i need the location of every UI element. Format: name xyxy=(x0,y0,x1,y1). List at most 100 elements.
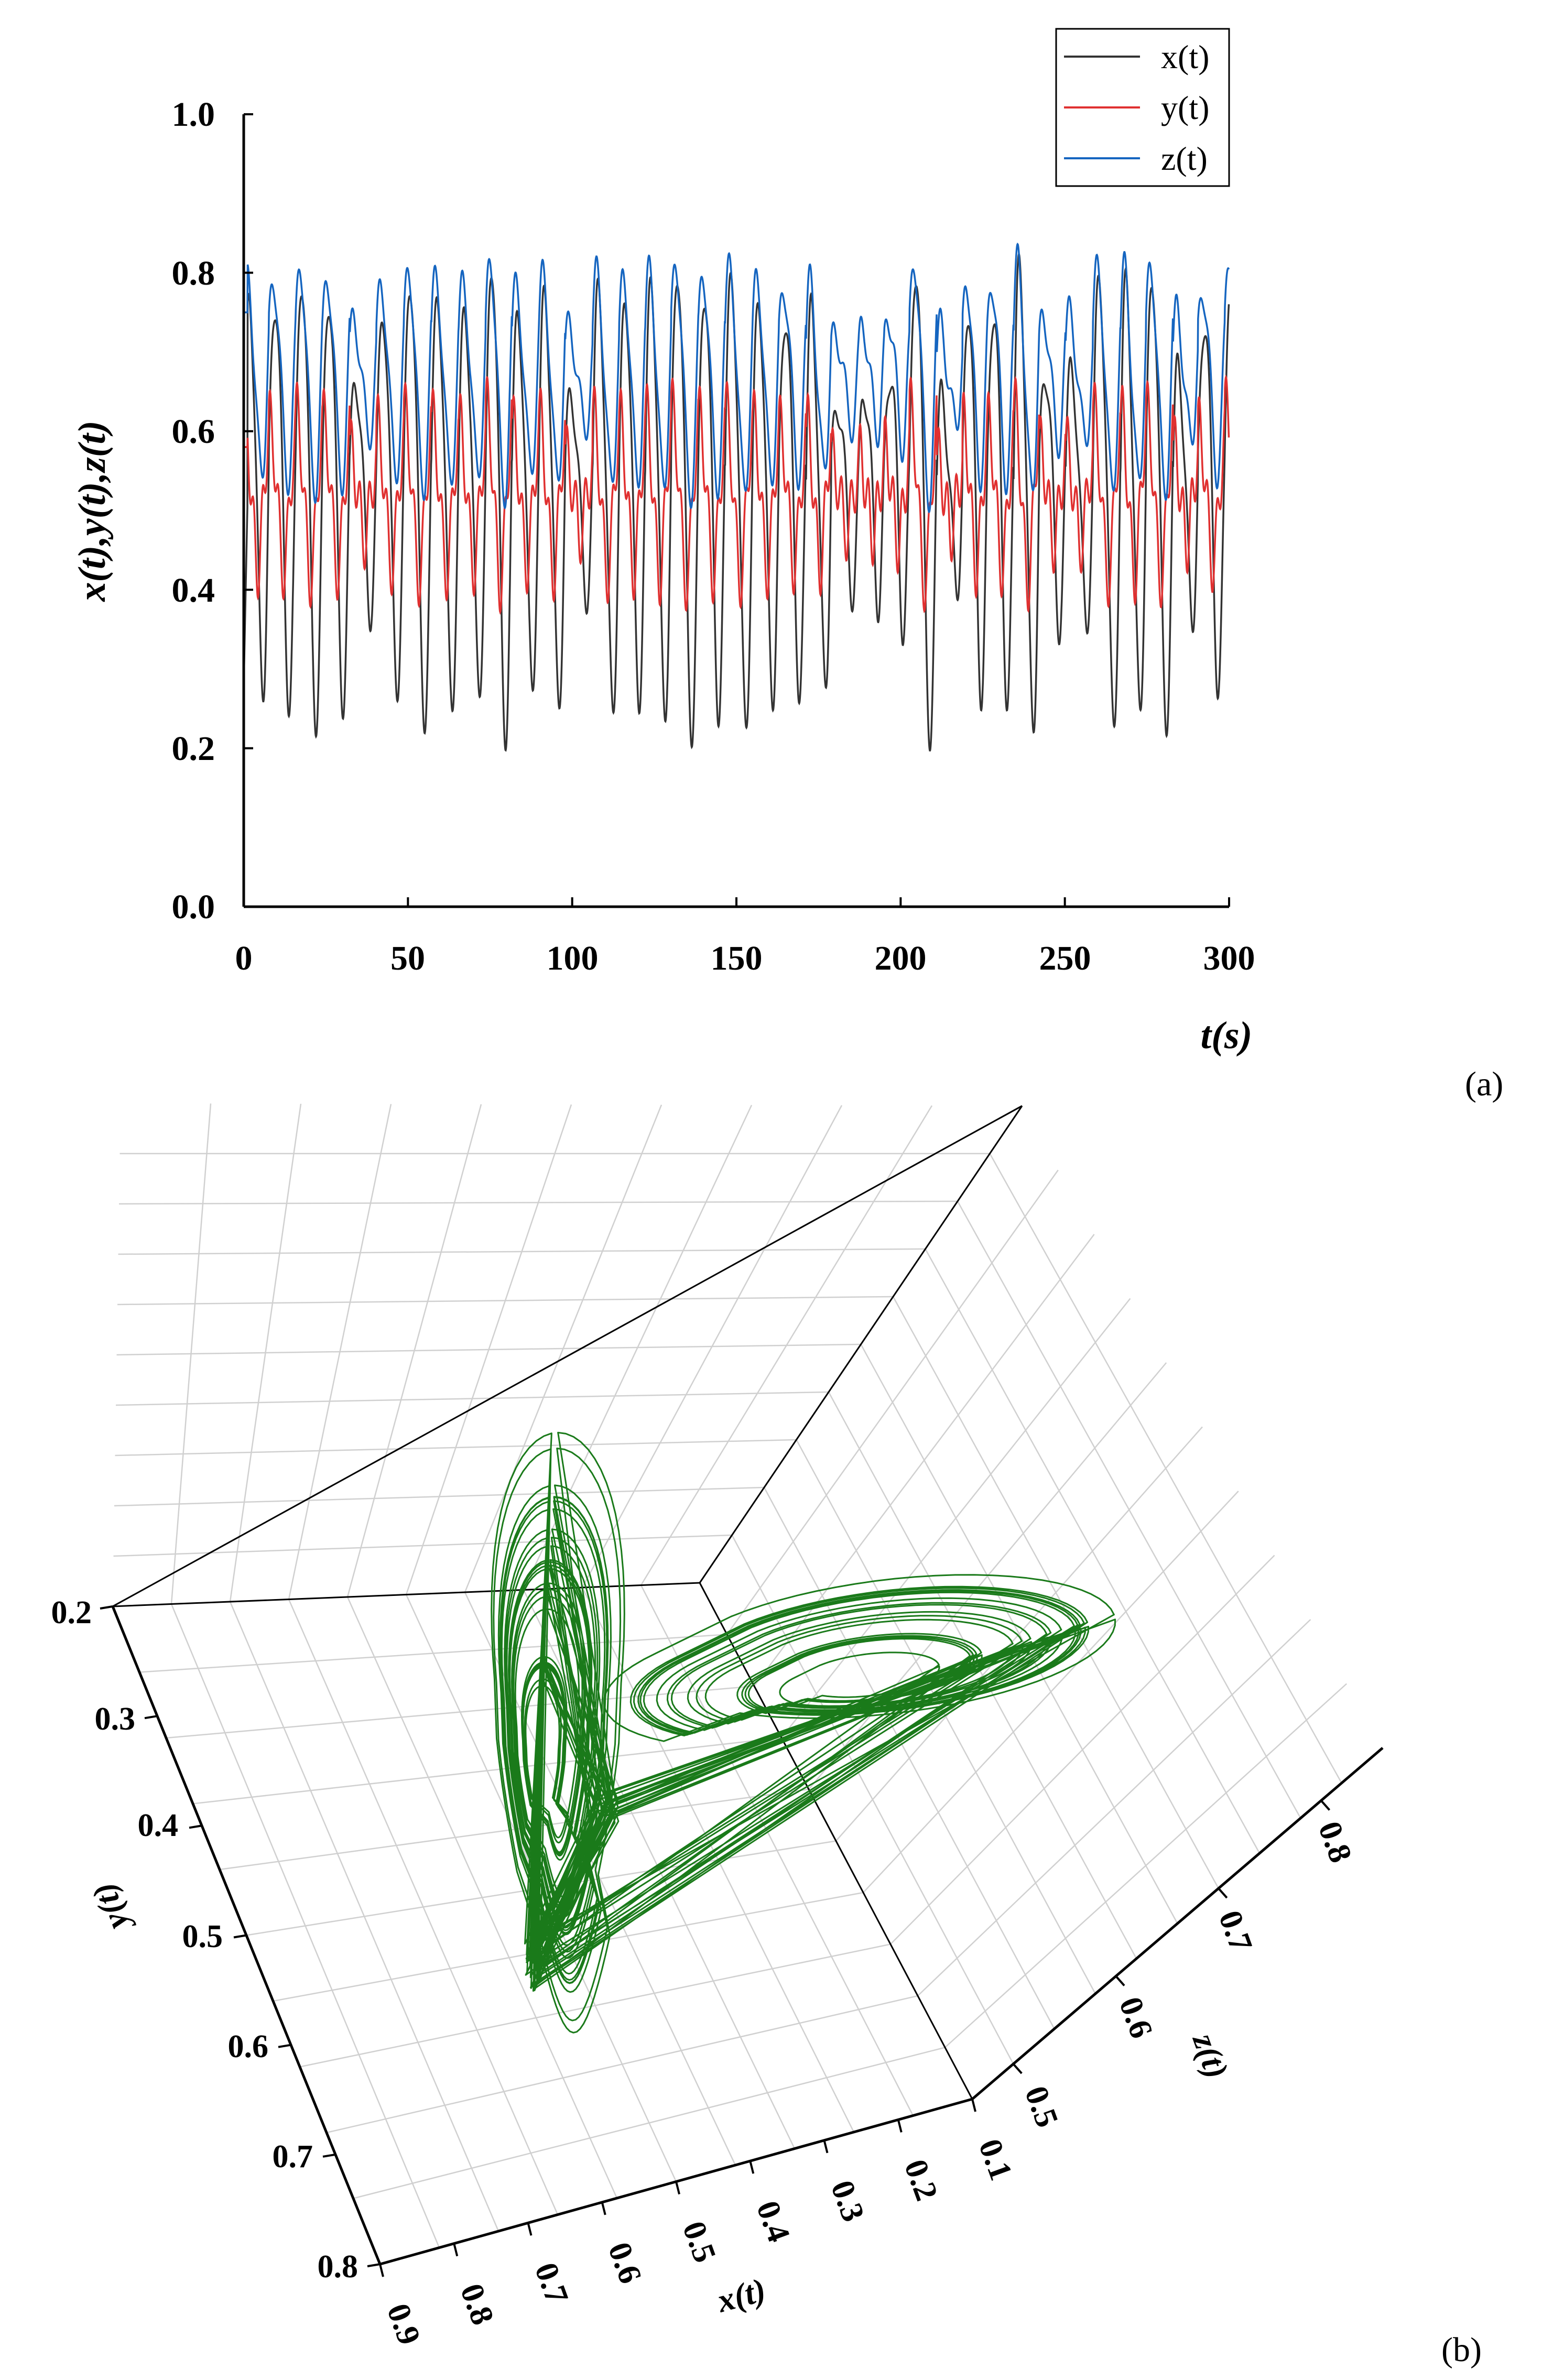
y-tick-label: 0.2 xyxy=(51,1595,92,1631)
y-tick-label: 0.2 xyxy=(172,730,215,768)
grid-line xyxy=(113,1534,732,1557)
legend-label-x: x(t) xyxy=(1161,38,1209,75)
tick-mark-3d xyxy=(1218,1887,1228,1899)
tick-mark-3d xyxy=(675,2181,680,2194)
x-tick-label: 100 xyxy=(547,939,599,977)
tick-mark-3d xyxy=(897,2119,903,2133)
grid-line xyxy=(863,1491,1239,1893)
x-tick-label: 0 xyxy=(235,939,253,977)
time-series-chart: 0.0 0.2 0.4 0.6 0.8 1.0 0 50 100 150 200… xyxy=(71,28,1255,1057)
tick-mark-3d xyxy=(144,1715,158,1720)
y-tick-label: 0.7 xyxy=(273,2139,313,2175)
grid-line xyxy=(944,1683,1348,2048)
z-axis-label-3d: z(t) xyxy=(1186,2028,1236,2083)
x-tick-label: 50 xyxy=(390,939,425,977)
tick-mark-3d xyxy=(233,1934,247,1939)
box-top-edge xyxy=(112,1105,1023,1607)
z-axis-3d xyxy=(971,1747,1384,2100)
tick-mark-3d xyxy=(278,2044,291,2048)
grid-line xyxy=(890,1555,1275,1945)
y-tick-label: 0.3 xyxy=(95,1701,136,1737)
z-tick-label: 0.5 xyxy=(1018,2082,1065,2132)
x-tick-label: 0.6 xyxy=(601,2238,648,2288)
x-tick-labels: 0 50 100 150 200 250 300 xyxy=(235,939,1255,977)
x-tick-label: 200 xyxy=(875,939,927,977)
y-axis-label-3d: y(t) xyxy=(84,1878,136,1938)
tick-mark-3d xyxy=(1012,2063,1023,2074)
series-line-z(t) xyxy=(244,242,1230,514)
x-tick-label: 0.8 xyxy=(453,2279,501,2330)
z-tick-label: 0.8 xyxy=(1311,1817,1359,1867)
y-tick-label: 0.6 xyxy=(228,2029,269,2064)
tick-mark-3d xyxy=(749,2160,755,2174)
y-tick-label: 0.4 xyxy=(172,571,215,610)
z-tick-label: 0.7 xyxy=(1212,1906,1259,1957)
x-tick-label: 0.1 xyxy=(972,2135,1019,2185)
grid-line xyxy=(273,1892,864,2002)
legend: x(t) y(t) z(t) xyxy=(1055,28,1230,187)
box-inner-edge xyxy=(699,1582,973,2100)
tick-mark-3d xyxy=(971,2099,976,2112)
legend-label-z: z(t) xyxy=(1161,140,1208,177)
box-vertical-edge xyxy=(699,1105,1023,1583)
grid-line xyxy=(115,1439,797,1457)
grid-line xyxy=(640,1105,933,1586)
axis-tick-marks-3d xyxy=(100,1605,1331,2277)
grid-line xyxy=(581,1105,843,1588)
tick-mark-3d xyxy=(100,1605,113,1610)
z-tick-label: 0.6 xyxy=(1112,1993,1159,2043)
x-tick-label: 0.2 xyxy=(897,2155,944,2205)
x-tick-label: 150 xyxy=(711,939,763,977)
panel-a-label: (a) xyxy=(1465,1065,1503,1103)
x-tick-marks xyxy=(243,897,1230,907)
tick-mark-3d xyxy=(189,1824,202,1829)
x-tick-label: 0.4 xyxy=(750,2197,797,2247)
x-axis-label: t(s) xyxy=(1201,1014,1253,1057)
y-tick-label: 1.0 xyxy=(172,95,215,134)
attractor-trajectory xyxy=(491,1431,1116,2034)
x-tick-label: 300 xyxy=(1203,939,1255,977)
tick-mark-3d xyxy=(322,2153,336,2158)
grid-line xyxy=(917,1619,1311,1996)
grid-line xyxy=(115,1391,829,1406)
grid-line xyxy=(796,1439,1096,1994)
grid-line xyxy=(763,1487,1055,2029)
y-tick-label: 0.5 xyxy=(182,1919,223,1954)
grid-line xyxy=(326,1995,918,2134)
grid-line xyxy=(353,2047,946,2199)
tick-mark-3d xyxy=(527,2222,533,2236)
grid-line xyxy=(114,1486,765,1507)
y-tick-label: 0.4 xyxy=(138,1808,179,1843)
grid-line xyxy=(860,1344,1178,1924)
y-tick-label: 0.8 xyxy=(318,2249,359,2285)
x-tick-label: 250 xyxy=(1039,939,1091,977)
grid-line xyxy=(299,1943,891,2068)
x-axis-label-3d: x(t) xyxy=(713,2271,770,2320)
z-tick-labels-3d: 0.5 0.6 0.7 0.8 xyxy=(1018,1817,1359,2132)
grid-line xyxy=(828,1392,1137,1959)
x-tick-label: 0.7 xyxy=(528,2258,575,2309)
y-tick-labels-3d: 0.2 0.3 0.4 0.5 0.6 0.7 0.8 xyxy=(51,1595,359,2285)
box-grid xyxy=(113,1103,1348,2248)
grid-line xyxy=(523,1104,753,1591)
panel-b-label: (b) xyxy=(1441,2331,1482,2369)
tick-mark-3d xyxy=(1320,1800,1331,1811)
tick-mark-3d xyxy=(379,2264,384,2277)
x-tick-label: 0.9 xyxy=(380,2299,427,2350)
tick-mark-3d xyxy=(367,2263,381,2267)
tick-mark-3d xyxy=(823,2140,829,2154)
y-tick-marks xyxy=(244,113,253,908)
y-tick-label: 0.0 xyxy=(172,888,215,926)
box-back-edge xyxy=(112,1582,700,1607)
x-tick-label: 0.3 xyxy=(824,2176,871,2226)
tick-mark-3d xyxy=(453,2243,459,2257)
series-line-y(t) xyxy=(244,374,1230,615)
y-axis-label: x(t),y(t),z(t) xyxy=(71,420,114,602)
phase-portrait-3d: 0.2 0.3 0.4 0.5 0.6 0.7 0.8 y(t) 0.9 0.8… xyxy=(51,1103,1384,2350)
y-tick-label: 0.6 xyxy=(172,412,215,451)
grid-line xyxy=(116,1343,861,1356)
grid-line xyxy=(464,1104,663,1593)
legend-label-y: y(t) xyxy=(1161,89,1209,126)
tick-mark-3d xyxy=(1115,1975,1125,1986)
